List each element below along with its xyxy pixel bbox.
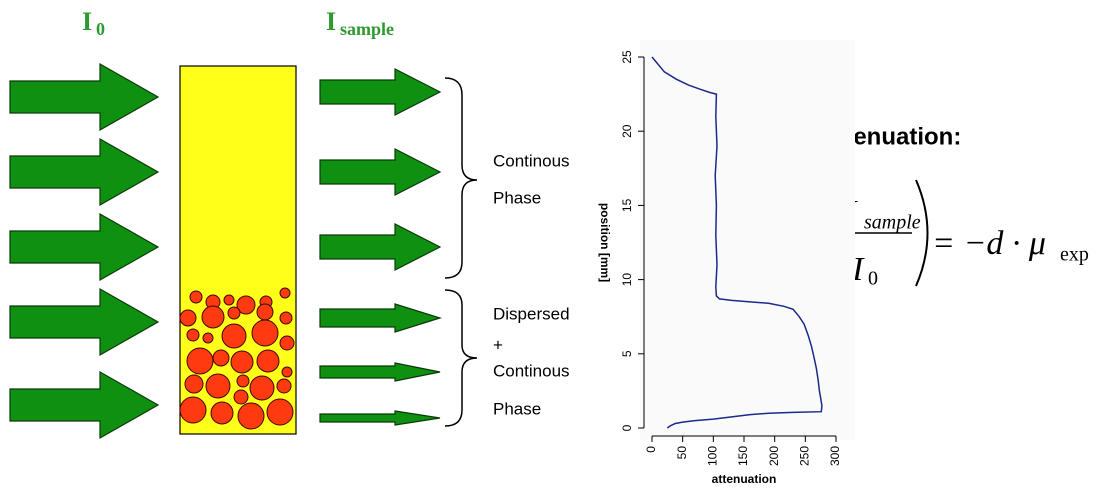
droplet xyxy=(236,374,250,388)
droplet xyxy=(189,290,203,304)
y-tick-label: 10 xyxy=(620,273,634,287)
droplet xyxy=(210,401,234,425)
y-tick-label: 20 xyxy=(620,124,634,138)
droplet xyxy=(237,402,265,430)
droplet xyxy=(266,398,294,426)
shapes xyxy=(9,62,443,440)
brace-label: Dispersed xyxy=(493,304,570,323)
x-tick-label: 300 xyxy=(828,446,842,466)
brace-label: Continous xyxy=(493,151,570,170)
droplet xyxy=(221,323,247,349)
arrow xyxy=(319,68,442,116)
droplet xyxy=(205,373,231,399)
droplet xyxy=(236,295,256,315)
brace-label: + xyxy=(493,335,503,354)
arrow xyxy=(319,303,443,333)
droplet xyxy=(230,350,254,374)
y-tick-label: 5 xyxy=(620,350,634,357)
incident-label: I xyxy=(82,7,92,36)
droplet xyxy=(186,328,200,342)
transmitted-sub: sample xyxy=(340,19,394,39)
droplet xyxy=(279,335,295,351)
arrow xyxy=(319,148,442,196)
brace-label: Continous xyxy=(493,361,570,380)
droplet xyxy=(251,319,279,347)
x-tick-label: 150 xyxy=(736,446,750,466)
arrow xyxy=(319,223,442,271)
brace xyxy=(444,77,478,279)
droplet xyxy=(279,311,293,325)
y-tick-label: 15 xyxy=(620,198,634,212)
droplet xyxy=(179,396,207,424)
droplet xyxy=(233,389,249,405)
droplet xyxy=(186,347,214,375)
formula-num-sub: sample xyxy=(864,212,921,234)
arrow xyxy=(9,370,160,440)
x-tick-label: 250 xyxy=(798,446,812,466)
x-axis-title: attenuation xyxy=(712,472,777,486)
x-tick-label: 200 xyxy=(767,446,781,466)
arrow xyxy=(319,362,441,382)
droplet xyxy=(202,332,214,344)
droplet xyxy=(249,375,275,401)
droplet xyxy=(223,294,235,306)
droplet xyxy=(179,309,197,327)
y-tick-label: 0 xyxy=(620,424,634,431)
formula-den-sub: 0 xyxy=(868,268,878,290)
brace xyxy=(444,289,478,427)
formula-rhs-sub: exp xyxy=(1060,244,1089,266)
droplet xyxy=(227,306,241,320)
arrow xyxy=(9,212,160,282)
incident-sub: 0 xyxy=(96,19,105,39)
arrow xyxy=(9,287,160,357)
droplet xyxy=(201,305,225,329)
arrow xyxy=(319,410,441,426)
brace-label: Phase xyxy=(493,399,541,418)
formula-rhs: = −d · μ xyxy=(932,225,1046,262)
y-axis-title: position [mm] xyxy=(598,203,612,282)
droplet xyxy=(212,349,230,367)
droplet xyxy=(184,374,204,394)
transmitted-label: I xyxy=(326,7,336,36)
droplet xyxy=(276,378,292,394)
paren xyxy=(915,179,929,287)
x-tick-label: 0 xyxy=(644,446,658,453)
arrow xyxy=(9,137,160,207)
droplet xyxy=(281,366,293,378)
plot-area xyxy=(640,40,855,440)
droplet xyxy=(256,303,274,321)
x-tick-label: 50 xyxy=(675,446,689,460)
brace-label: Phase xyxy=(493,188,541,207)
droplet xyxy=(279,287,291,299)
data-line xyxy=(651,56,823,429)
droplet xyxy=(256,349,280,373)
y-tick-label: 25 xyxy=(620,50,634,64)
arrow xyxy=(9,62,160,132)
x-tick-label: 100 xyxy=(706,446,720,466)
